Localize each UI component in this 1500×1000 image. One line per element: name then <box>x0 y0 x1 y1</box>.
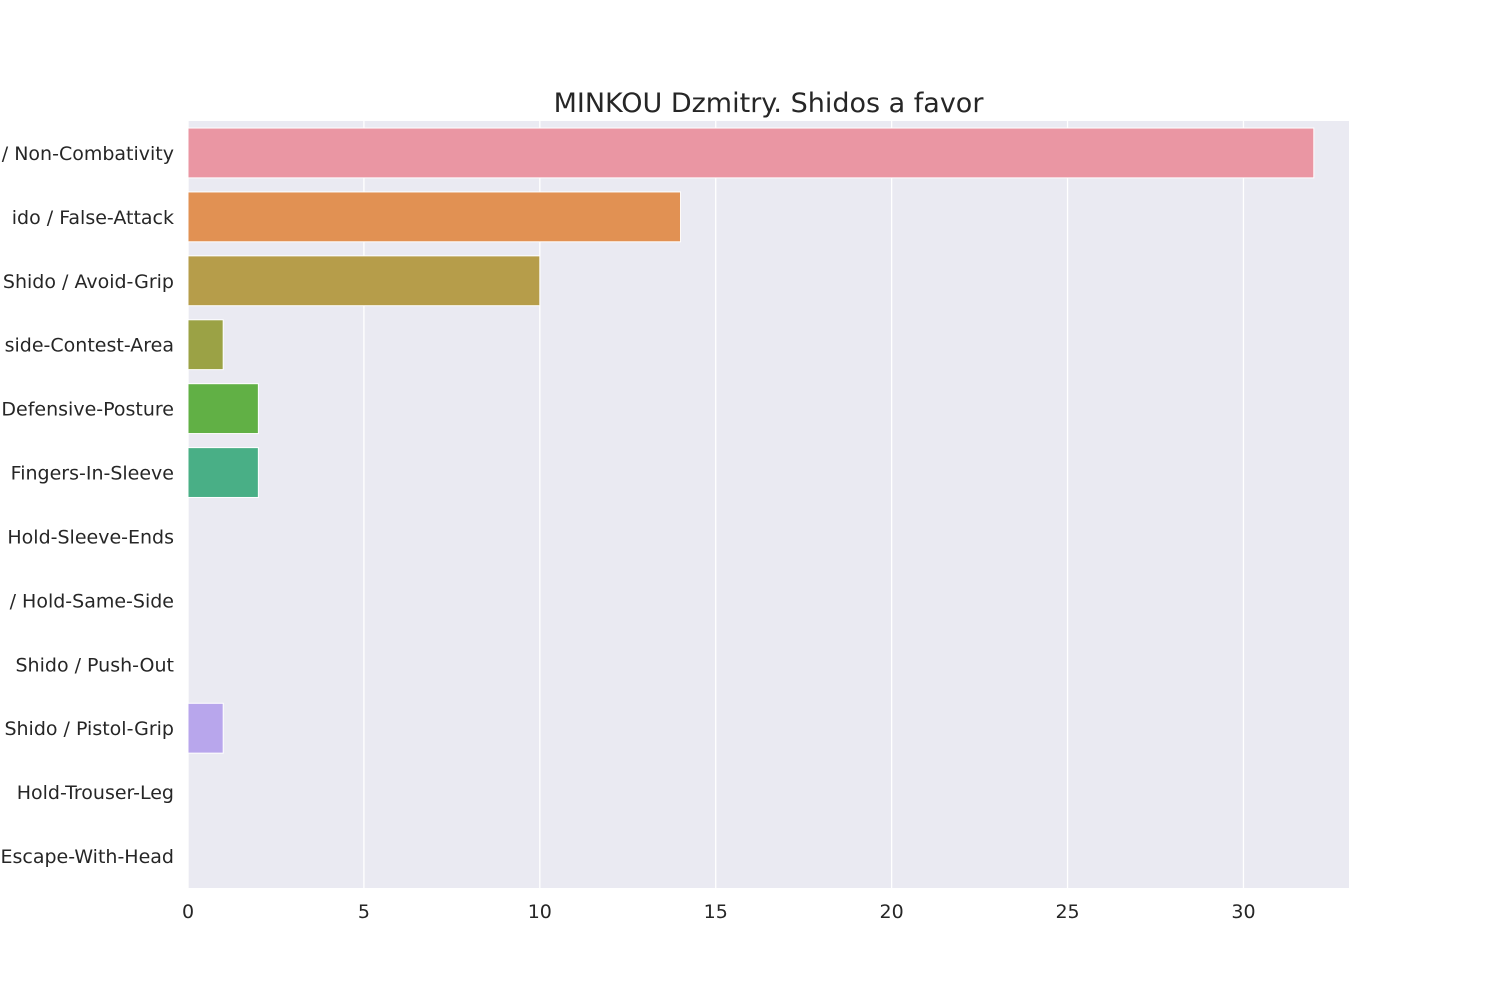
category-label: Defensive-Posture <box>1 399 174 421</box>
category-label: Shido / Avoid-Grip <box>3 271 174 293</box>
category-label: Fingers-In-Sleeve <box>11 463 174 485</box>
bar <box>187 383 259 435</box>
category-labels: / Non-Combativity ido / False-Attack Shido… <box>0 143 174 868</box>
plot-area <box>188 121 1349 888</box>
category-label: Hold-Sleeve-Ends <box>7 526 174 548</box>
bar <box>187 127 1315 179</box>
category-label: ido / False-Attack <box>12 207 174 229</box>
x-tick-labels: 0 5 10 15 20 25 30 <box>182 901 1256 923</box>
category-label: side-Contest-Area <box>5 335 174 357</box>
bars <box>187 127 1315 754</box>
bar <box>187 319 224 371</box>
grid-lines <box>187 121 1245 888</box>
category-label: Shido / Push-Out <box>16 654 175 676</box>
x-tick-label: 15 <box>704 901 728 923</box>
bar <box>187 255 541 307</box>
chart-title: MINKOU Dzmitry. Shidos a favor <box>554 88 985 119</box>
category-label: Escape-With-Head <box>0 846 174 868</box>
bar <box>187 447 259 498</box>
category-label: / Non-Combativity <box>2 143 174 165</box>
category-label: / Hold-Same-Side <box>10 590 174 612</box>
x-tick-label: 0 <box>182 901 194 923</box>
category-label: Hold-Trouser-Leg <box>17 782 174 804</box>
x-tick-label: 5 <box>358 901 370 923</box>
x-tick-label: 10 <box>528 901 552 923</box>
x-tick-label: 20 <box>880 901 904 923</box>
bar <box>187 702 224 754</box>
x-tick-label: 30 <box>1231 901 1255 923</box>
x-tick-label: 25 <box>1055 901 1079 923</box>
category-label: Shido / Pistol-Grip <box>4 718 174 740</box>
bar <box>187 191 682 243</box>
